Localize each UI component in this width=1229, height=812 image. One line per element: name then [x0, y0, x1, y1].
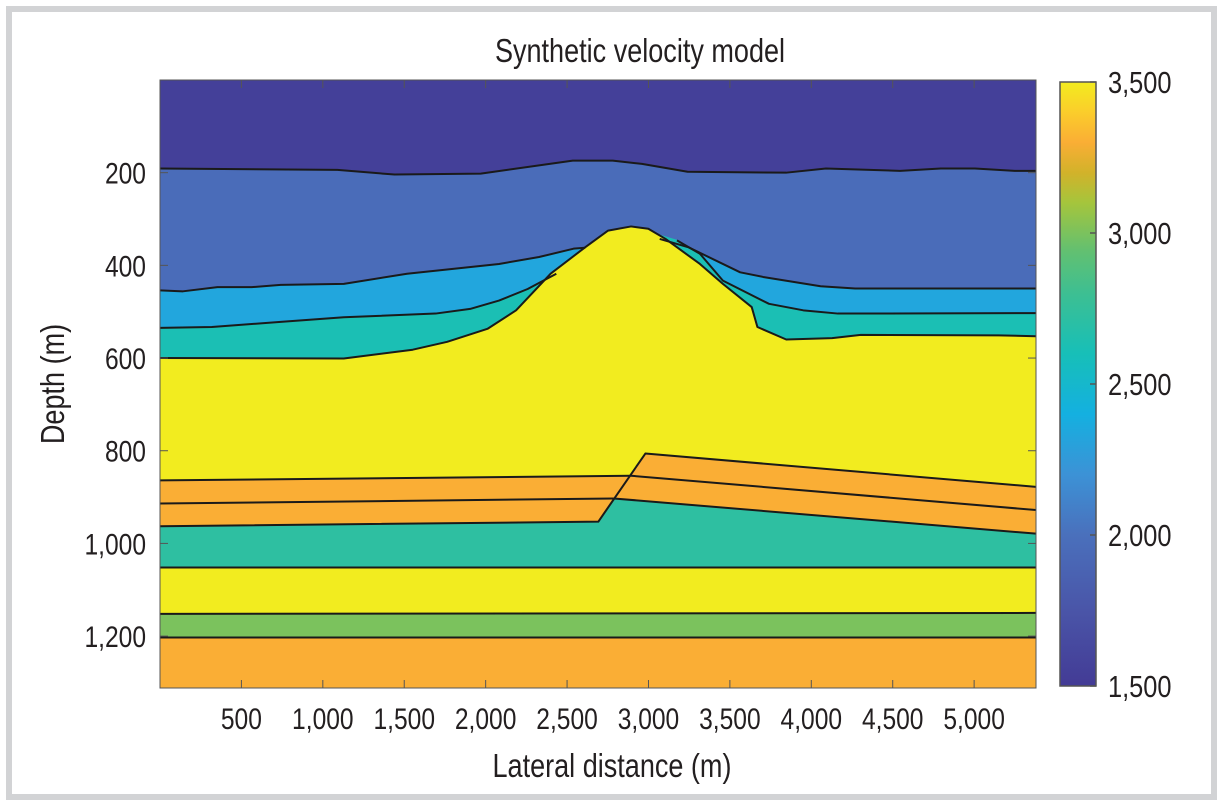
x-tick-label: 3,000: [618, 702, 680, 736]
y-tick-label: 600: [105, 342, 146, 376]
x-tick-label: 4,000: [781, 702, 843, 736]
plot-area-border: [159, 79, 1037, 689]
x-tick-label: 2,500: [536, 702, 598, 736]
horizon-line: [160, 497, 614, 505]
y-tick-label: 1,000: [84, 527, 146, 561]
x-tick-label: 1,500: [373, 702, 435, 736]
y-axis-label: Depth (m): [36, 324, 72, 444]
x-tick-label: 5,000: [943, 702, 1005, 736]
x-tick-label: 4,500: [862, 702, 924, 736]
horizon-line: [160, 225, 1036, 360]
horizon-line: [613, 497, 1036, 535]
x-tick-label: 1,000: [292, 702, 354, 736]
x-axis-label: Lateral distance (m): [493, 749, 732, 785]
velocity-layer: [160, 567, 1036, 615]
chart-title: Synthetic velocity model: [495, 34, 785, 70]
horizon-line: [630, 474, 1036, 512]
x-tick-label: 500: [221, 702, 262, 736]
horizon-line: [160, 474, 632, 482]
colorbar-tick-label: 3,500: [1108, 66, 1172, 101]
colorbar-tick-label: 2,500: [1108, 368, 1172, 403]
y-tick-label: 1,200: [84, 620, 146, 654]
colorbar-ticks: 1,500 2,000 2,500 3,000 3,500: [1090, 66, 1172, 705]
horizon-line: [160, 272, 557, 329]
colorbar-tick-label: 3,000: [1108, 217, 1172, 252]
colorbar-tick-label: 2,000: [1108, 519, 1172, 554]
y-tick-label: 400: [105, 249, 146, 283]
horizon-line: [160, 246, 586, 293]
horizon-line: [160, 159, 1036, 176]
velocity-layer: [160, 636, 1036, 688]
horizon-line: [160, 611, 1036, 615]
y-tick-label: 200: [105, 156, 146, 190]
x-tick-label: 2,000: [455, 702, 517, 736]
x-tick-label: 3,500: [699, 702, 761, 736]
horizon-line: [676, 239, 1036, 315]
horizon-lines: [160, 159, 1036, 639]
figure-frame: [6, 6, 1217, 800]
colorbar-tick-label: 1,500: [1108, 670, 1172, 705]
horizon-line: [160, 452, 1036, 528]
y-tick-label: 800: [105, 434, 146, 468]
velocity-layer: [160, 613, 1036, 638]
axes: 500 1,000 1,500 2,000 2,500 3,000 3,500 4,000 4,…: [84, 80, 1036, 736]
